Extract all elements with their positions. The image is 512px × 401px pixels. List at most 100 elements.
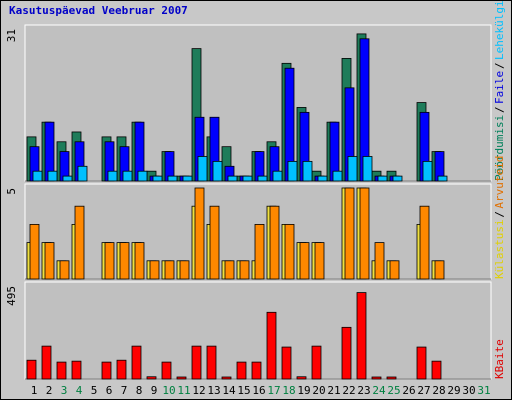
x-tick-label-2: 2	[46, 384, 53, 397]
panel-middle: 5	[5, 183, 492, 280]
legend-Külastusi: Külastusi	[493, 219, 506, 279]
bar-bottom-KBaite-day-16	[251, 361, 262, 380]
bar-middle-Arvuteid-day-11	[179, 260, 190, 280]
x-tick-label-26: 26	[402, 384, 415, 397]
legend-Arvuteid: Arvuteid	[493, 156, 506, 209]
x-tick-label-10: 10	[162, 384, 175, 397]
x-tick-label-12: 12	[192, 384, 205, 397]
bar-bottom-KBaite-day-20	[311, 345, 322, 380]
x-tick-label-23: 23	[357, 384, 370, 397]
bar-bottom-KBaite-day-23	[356, 292, 367, 380]
x-tick-label-28: 28	[432, 384, 445, 397]
bar-middle-Arvuteid-day-19	[299, 242, 310, 280]
bar-middle-Arvuteid-day-1	[29, 223, 40, 280]
bar-bottom-KBaite-day-3	[56, 361, 67, 380]
x-tick-label-27: 27	[417, 384, 430, 397]
bar-bottom-KBaite-day-14	[221, 376, 232, 380]
bar-bottom-KBaite-day-12	[191, 345, 202, 380]
bar-top-Lehekülgi-day-16	[257, 175, 268, 182]
bar-middle-Arvuteid-day-23	[359, 187, 370, 280]
bar-middle-Arvuteid-day-8	[134, 242, 145, 280]
bar-middle-Arvuteid-day-9	[149, 260, 160, 280]
bar-top-Lehekülgi-day-8	[137, 170, 148, 182]
bar-middle-Arvuteid-day-24	[374, 242, 385, 280]
panel-top: 31	[5, 24, 492, 182]
bar-top-Lehekülgi-day-14	[227, 175, 238, 182]
legend-Faile: Faile	[493, 71, 506, 104]
bar-middle-Arvuteid-day-17	[269, 205, 280, 280]
x-tick-label-1: 1	[31, 384, 38, 397]
bar-top-Lehekülgi-day-4	[77, 165, 88, 182]
bar-top-Lehekülgi-day-24	[377, 175, 388, 182]
bar-top-Lehekülgi-day-1	[32, 170, 43, 182]
x-axis-labels: 1 2 3 4 5 6 7 8 9 10 11 12 13 14 15 16 17 18 19 20 21 22 23 24 2…	[31, 384, 491, 397]
x-tick-label-18: 18	[282, 384, 295, 397]
x-tick-label-19: 19	[297, 384, 310, 397]
bar-top-Lehekülgi-day-2	[47, 170, 58, 182]
bar-top-Lehekülgi-day-11	[182, 175, 193, 182]
bar-bottom-KBaite-day-4	[71, 360, 82, 380]
bar-top-Lehekülgi-day-18	[287, 160, 298, 182]
bar-top-Lehekülgi-day-20	[317, 175, 328, 182]
bar-top-Lehekülgi-day-27	[422, 160, 433, 182]
x-tick-label-15: 15	[237, 384, 250, 397]
bar-middle-Arvuteid-day-27	[419, 205, 430, 280]
x-tick-label-17: 17	[267, 384, 280, 397]
x-tick-label-9: 9	[151, 384, 158, 397]
bar-bottom-KBaite-day-25	[386, 376, 397, 380]
bar-middle-Arvuteid-day-22	[344, 187, 355, 280]
legend-Lehekülgi: Lehekülgi	[493, 1, 506, 60]
bar-top-Lehekülgi-day-6	[107, 170, 118, 182]
x-tick-label-30: 30	[462, 384, 475, 397]
bar-bottom-KBaite-day-7	[116, 359, 127, 380]
bar-bottom-KBaite-day-15	[236, 361, 247, 380]
x-tick-label-4: 4	[76, 384, 83, 397]
x-tick-label-7: 7	[121, 384, 128, 397]
bar-bottom-KBaite-day-6	[101, 361, 112, 380]
x-tick-label-25: 25	[387, 384, 400, 397]
bar-top-Lehekülgi-day-23	[362, 156, 373, 182]
x-tick-label-29: 29	[447, 384, 460, 397]
x-tick-label-6: 6	[106, 384, 113, 397]
legend-Pöördumisi: Pöördumisi	[493, 115, 506, 181]
bar-middle-Arvuteid-day-12	[194, 187, 205, 280]
panel-bottom: 495	[5, 281, 492, 380]
bar-top-Lehekülgi-day-28	[437, 175, 448, 182]
x-tick-label-3: 3	[61, 384, 68, 397]
bar-top-Lehekülgi-day-19	[302, 160, 313, 182]
y-max-label-bottom: 495	[5, 286, 18, 306]
x-tick-label-31: 31	[477, 384, 490, 397]
y-max-label-top: 31	[5, 29, 18, 42]
bar-middle-Arvuteid-day-10	[164, 260, 175, 280]
y-max-label-middle: 5	[5, 188, 18, 195]
bar-bottom-KBaite-day-27	[416, 346, 427, 380]
bar-middle-Arvuteid-day-18	[284, 223, 295, 280]
legend-separator: /	[493, 211, 506, 218]
x-tick-label-22: 22	[342, 384, 355, 397]
bar-middle-Arvuteid-day-15	[239, 260, 250, 280]
bar-middle-Arvuteid-day-2	[44, 242, 55, 280]
bar-middle-Arvuteid-day-13	[209, 205, 220, 280]
legend-KBaite: KBaite	[493, 339, 506, 379]
bar-bottom-KBaite-day-10	[161, 361, 172, 380]
bar-middle-Arvuteid-day-14	[224, 260, 235, 280]
x-tick-label-11: 11	[177, 384, 190, 397]
bar-bottom-KBaite-day-24	[371, 376, 382, 380]
bar-top-Lehekülgi-day-12	[197, 156, 208, 182]
bar-top-Lehekülgi-day-17	[272, 170, 283, 182]
x-tick-label-8: 8	[136, 384, 143, 397]
x-tick-label-20: 20	[312, 384, 325, 397]
bar-bottom-KBaite-day-8	[131, 345, 142, 380]
bar-bottom-KBaite-day-1	[26, 359, 37, 380]
legend-separator: /	[493, 62, 506, 69]
bar-middle-Arvuteid-day-25	[389, 260, 400, 280]
bar-middle-Arvuteid-day-20	[314, 242, 325, 280]
bar-top-Lehekülgi-day-13	[212, 160, 223, 182]
x-tick-label-21: 21	[327, 384, 340, 397]
bar-bottom-KBaite-day-22	[341, 326, 352, 380]
bar-middle-Arvuteid-day-16	[254, 223, 265, 280]
bar-middle-Arvuteid-day-28	[434, 260, 445, 280]
bar-bottom-KBaite-day-13	[206, 345, 217, 380]
